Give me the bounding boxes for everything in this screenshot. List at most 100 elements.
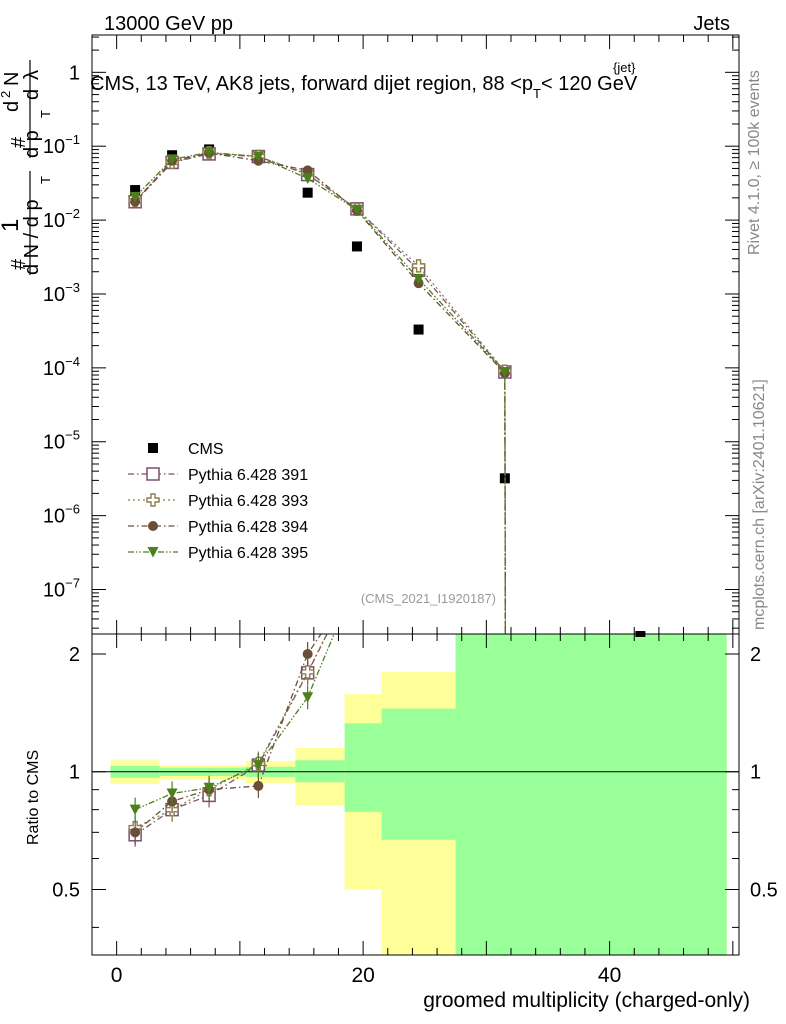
main-series-group [128,144,646,637]
svg-text:2: 2 [0,91,13,98]
main-clipped-group [128,144,512,634]
stat-uncertainty-band [381,708,456,840]
legend-label: Pythia 6.428 391 [188,467,308,484]
data-point [302,187,313,198]
y-tick-label: 10−2 [43,206,80,232]
data-point [130,185,141,196]
svg-text:d: d [21,89,43,100]
y-tick-label-exponent: −7 [65,576,80,591]
y-tick-label: 10−6 [43,502,80,528]
y-tick-label-mantissa: 10 [43,284,65,306]
main-axis-ticks: 110−110−210−310−410−510−610−7 [43,35,739,634]
svg-text:d N / d p: d N / d p [21,199,43,275]
ratio-line-3 [134,634,335,811]
series-line-2 [134,152,506,634]
legend-marker [146,493,160,507]
x-tick-label: 20 [351,964,374,987]
data-point [413,273,425,285]
legend-item: Pythia 6.428 395 [128,545,308,562]
stat-uncertainty-band [455,634,727,955]
legend-label: Pythia 6.428 395 [188,545,308,562]
legend-label: Pythia 6.428 394 [188,519,308,536]
svg-text:N: N [1,72,23,86]
legend-marker [147,547,159,558]
stat-uncertainty-band [344,723,382,812]
y-tick-label: 1 [69,62,80,84]
y-tick-label-exponent: −3 [65,280,80,295]
legend-label: Pythia 6.428 393 [188,493,308,510]
legend-item: Pythia 6.428 393 [128,493,308,510]
svg-text:λ: λ [21,70,43,80]
svg-text:#: # [8,136,30,148]
y-tick-label: 10−1 [43,132,80,158]
y-tick-label-mantissa: 10 [43,432,65,454]
data-point [203,147,215,158]
y-tick-label: 2 [69,644,80,666]
y-tick-label-right: 0.5 [750,879,778,901]
y-tick-label-mantissa: 10 [43,210,65,232]
data-point [351,204,363,216]
y-tick-label-mantissa: 10 [43,580,65,602]
ratio-line-1 [134,634,328,829]
y-tick-label: 10−7 [43,576,80,602]
y-tick-label: 0.5 [52,879,80,901]
ratio-point [130,827,141,838]
y-tick-label-exponent: −5 [65,428,80,443]
series-line-4 [134,151,506,634]
y-tick-label: 10−5 [43,428,80,454]
x-tick-label: 40 [598,964,621,987]
svg-text:CMS, 13 TeV, AK8 jets, forward: CMS, 13 TeV, AK8 jets, forward dijet reg… [90,73,638,101]
y-tick-label-right: 1 [750,762,761,784]
y-tick-label-exponent: −1 [65,132,80,147]
y-tick-label-mantissa: 10 [43,136,65,158]
y-tick-label-mantissa: 10 [43,506,65,528]
ratio-point [252,760,264,771]
ratio-line-2 [134,634,322,833]
data-point [166,154,178,165]
legend-marker [148,443,158,453]
legend-item: CMS [148,441,224,458]
data-point [413,324,424,335]
data-point [129,191,141,203]
ratio-point [302,692,314,703]
y-tick-label: 10−3 [43,280,80,306]
legend-label: CMS [188,441,224,458]
data-point [252,151,264,162]
y-tick-label-exponent: −2 [65,206,80,221]
ratio-point [129,804,141,816]
ratio-series-group [128,634,335,847]
y-tick-label-exponent: −6 [65,502,80,517]
ratio-clipped-group [128,634,335,847]
y-tick-label-exponent: −4 [65,354,80,369]
ratio-point [253,780,264,791]
data-point [302,165,313,176]
svg-text:d: d [1,101,23,112]
header-left-label: 13000 GeV pp [104,13,233,35]
x-axis-label: groomed multiplicity (charged-only) [423,989,750,1012]
data-point [499,366,511,378]
ratio-point [302,649,313,660]
svg-text:#: # [8,258,30,270]
series-line-1 [134,153,506,634]
ratio-plot-frame [91,633,740,956]
y-tick-label-mantissa: 10 [43,358,65,380]
analysis-tag: (CMS_2021_I1920187) [361,591,496,606]
legend-marker [148,521,158,531]
legend-item: Pythia 6.428 391 [128,467,308,484]
series-line-3 [134,152,506,634]
ratio-point [203,782,215,794]
y-tick-label: 10−4 [43,354,80,380]
mcplots-source-label: mcplots.cern.ch [arXiv:2401.10621] [751,379,768,630]
ratio-y-axis-label: Ratio to CMS [25,750,42,845]
legend: CMS Pythia 6.428 391 Pythia 6.428 393 Pythi… [128,441,308,562]
data-point [302,173,314,185]
data-point [351,241,362,252]
rivet-version-label: Rivet 4.1.0, ≥ 100k events [746,70,763,255]
svg-text:{jet}: {jet} [613,60,636,75]
ratio-axis-ticks: 0 20 40 0.5 0.5 1 1 2 2 [52,634,778,987]
legend-marker [146,467,160,481]
y-tick-label: 1 [69,762,80,784]
svg-text:T: T [38,110,53,118]
legend-item: Pythia 6.428 394 [128,519,308,536]
